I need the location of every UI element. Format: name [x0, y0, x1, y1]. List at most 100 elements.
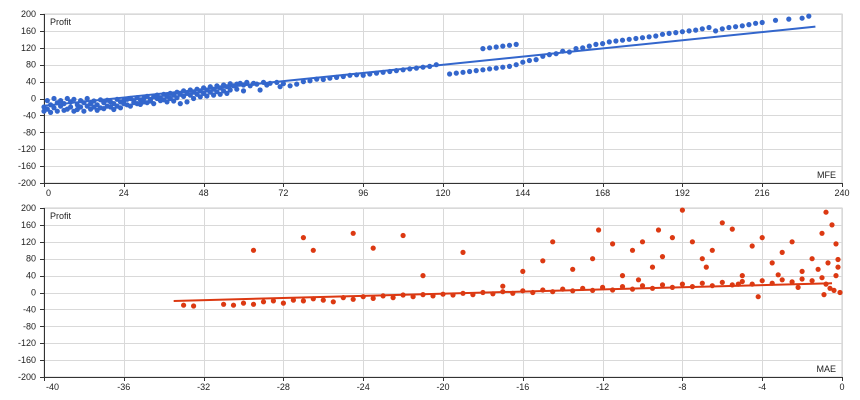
chart-1-data-point — [453, 70, 459, 76]
chart-2-data-point — [669, 235, 676, 241]
chart-1-data-point — [171, 98, 177, 104]
chart-1-data-point — [586, 43, 592, 49]
chart-1-data-point — [280, 81, 286, 87]
chart-2-data-point — [290, 297, 296, 303]
chart-1-data-point — [177, 101, 183, 107]
chart-2-data-point — [833, 241, 839, 247]
chart-2-x-tick-label: -4 — [758, 382, 766, 392]
chart-1-data-point — [666, 30, 672, 36]
chart-2-data-point — [835, 264, 841, 270]
chart-2-y-tick-label: -200 — [18, 372, 36, 382]
chart-1-data-point — [244, 79, 250, 85]
chart-1-data-point — [64, 95, 70, 102]
chart-1-data-point — [600, 41, 606, 47]
chart-1-data-point — [473, 68, 479, 74]
chart-1-x-tick-label: 144 — [515, 188, 530, 198]
chart-1-x-tick-label: 24 — [119, 188, 129, 198]
chart-1-trendline — [43, 25, 816, 107]
chart-1-data-point — [51, 105, 57, 111]
chart-2-data-point — [679, 207, 686, 213]
chart-2-x-tick-label: -8 — [678, 382, 686, 392]
chart-1-data-point — [300, 79, 306, 85]
chart-2-data-point — [659, 254, 666, 260]
chart-1-data-point — [287, 83, 293, 89]
chart-2-data-point — [639, 239, 646, 245]
chart-2-data-point — [837, 289, 843, 296]
chart-1-data-point — [44, 106, 50, 112]
chart-2-data-point — [699, 280, 705, 286]
chart-1-y-tick-label: -120 — [18, 144, 36, 154]
chart-1-data-point — [679, 29, 686, 35]
chart-2-y-tick-label: -40 — [23, 304, 36, 314]
chart-2-data-point — [635, 277, 642, 283]
chart-1-x-tick-label: 240 — [834, 188, 849, 198]
chart-2-y-axis-label: Profit — [50, 211, 72, 221]
chart-1-data-point — [467, 68, 473, 75]
chart-2-data-point — [619, 273, 626, 279]
chart-2-data-point — [350, 230, 356, 236]
chart-1-data-point — [487, 45, 493, 51]
chart-2-data-point — [330, 299, 336, 305]
chart-2-data-point — [590, 256, 596, 262]
chart-2-data-point — [390, 295, 396, 301]
chart-2-data-point — [829, 222, 835, 228]
chart-2-data-point — [719, 220, 725, 226]
chart-2-data-point — [825, 260, 831, 266]
chart-2-data-point — [260, 299, 267, 305]
chart-2-data-point — [639, 283, 646, 289]
chart-1-data-point — [184, 99, 190, 105]
chart-1-data-point — [197, 94, 203, 100]
chart-2-data-point — [835, 256, 841, 263]
chart-2-data-point — [831, 287, 837, 293]
chart-2-data-point — [719, 279, 725, 285]
chart-1-data-point — [693, 27, 699, 33]
chart-2-data-point — [799, 276, 805, 282]
chart-1-data-point — [487, 66, 493, 72]
chart-2-data-point — [240, 300, 247, 306]
chart-1-data-point — [686, 28, 692, 34]
chart-2-data-point — [827, 285, 833, 291]
chart-2-data-point — [250, 301, 257, 307]
chart-1-data-point — [240, 88, 247, 94]
chart-1-data-point — [646, 34, 652, 40]
chart-1-data-point — [181, 93, 187, 99]
chart-1-data-point — [799, 15, 805, 21]
chart-1-data-point — [593, 41, 599, 48]
chart-1-y-tick-label: -40 — [23, 110, 36, 120]
chart-1-data-point — [234, 86, 240, 92]
chart-1-data-point — [520, 59, 526, 65]
chart-2-data-point — [550, 239, 556, 245]
chart-2-x-tick-label: -40 — [46, 382, 59, 392]
chart-1-x-tick-label: 216 — [755, 188, 770, 198]
chart-1-x-axis-label: MFE — [817, 170, 836, 180]
chart-1-data-point — [111, 106, 117, 113]
chart-2-data-point — [460, 249, 466, 255]
chart-1-data-point — [68, 104, 74, 110]
chart-1-data-point — [699, 26, 705, 32]
chart-1-data-point — [151, 101, 157, 107]
chart-1-data-point — [713, 28, 719, 34]
chart-1-data-point — [480, 46, 486, 52]
chart-2-data-point — [709, 247, 715, 253]
chart-1-data-point — [613, 38, 619, 44]
chart-2-data-point — [809, 278, 815, 284]
chart-2-data-point — [350, 296, 356, 302]
chart-2-data-point — [759, 278, 765, 284]
chart-1-data-point — [217, 91, 223, 97]
chart-2-data-point — [629, 247, 636, 253]
chart-1-data-point — [48, 109, 54, 115]
chart-2-data-point — [833, 273, 839, 279]
chart-2-y-tick-label: 160 — [21, 220, 36, 230]
chart-2-data-point — [739, 273, 745, 279]
chart-1-data-point — [746, 22, 752, 28]
chart-2-y-tick-label: -80 — [23, 321, 36, 331]
chart-2-data-point — [779, 249, 785, 255]
chart-2-data-point — [795, 284, 801, 290]
chart-2-data-point — [370, 295, 376, 301]
chart-2-data-point — [610, 241, 616, 247]
chart-2-data-point — [250, 247, 257, 253]
chart-1-y-tick-label: -160 — [18, 161, 36, 171]
chart-2-data-point — [570, 266, 576, 272]
chart-1-x-tick-label: 168 — [595, 188, 610, 198]
